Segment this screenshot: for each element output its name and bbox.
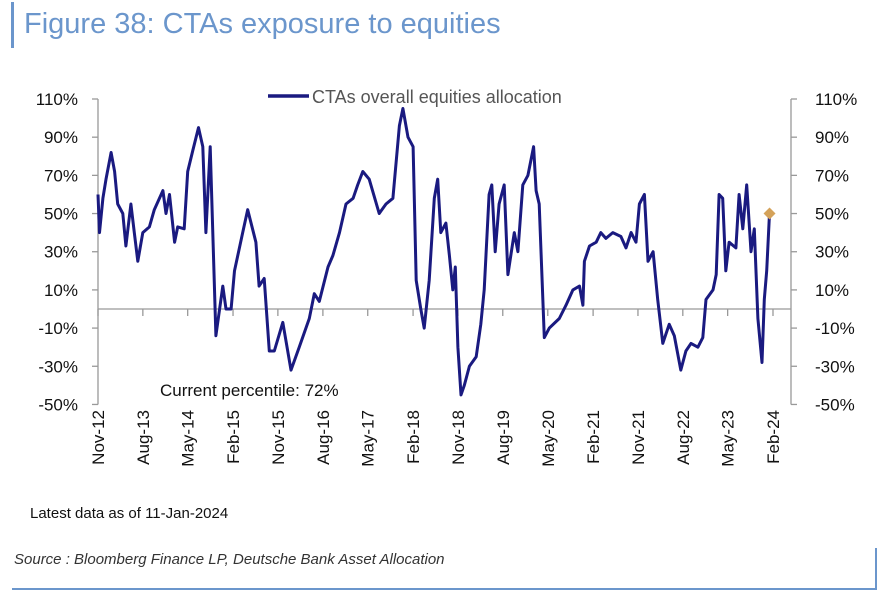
left-y-tick-label: -10%: [38, 319, 78, 338]
left-y-tick-label: 110%: [36, 90, 78, 109]
line-chart: 110% 110% 90% 90% 70% 70% 50% 50% 30% 30% 10% 10% -1…: [36, 87, 857, 467]
x-tick-label: Feb-15: [224, 410, 243, 464]
axes: [92, 98, 797, 406]
right-y-tick-label: 70%: [815, 166, 849, 185]
latest-data-note: Latest data as of 11-Jan-2024: [30, 505, 229, 522]
x-tick-label: Feb-24: [764, 410, 783, 464]
left-y-tick-label: -30%: [38, 357, 78, 376]
right-y-tick-label: 10%: [815, 281, 849, 300]
x-tick-label: May-17: [359, 410, 378, 467]
x-tick-label: Nov-12: [89, 410, 108, 465]
left-y-tick-label: 30%: [44, 243, 78, 262]
x-tick-label: Feb-18: [404, 410, 423, 464]
left-y-tick-label: 70%: [44, 166, 78, 185]
x-tick-label: Aug-22: [674, 410, 693, 465]
left-y-tick-label: 90%: [44, 128, 78, 147]
x-tick-label: Aug-16: [314, 410, 333, 465]
x-axis-labels: Nov-12 Aug-13 May-14 Feb-15 Nov-15 Aug-16 May-…: [89, 410, 783, 467]
x-tick-label: May-14: [179, 410, 198, 467]
left-y-tick-label: 50%: [44, 205, 78, 224]
right-y-tick-label: 50%: [815, 205, 849, 224]
legend-label: CTAs overall equities allocation: [312, 87, 562, 107]
series-line-ctas-equities-allocation: [96, 107, 771, 397]
right-y-tick-label: 30%: [815, 243, 849, 262]
x-tick-label: Feb-21: [584, 410, 603, 464]
x-tick-label: Nov-21: [629, 410, 648, 465]
legend: CTAs overall equities allocation: [268, 87, 562, 107]
latest-value-marker: [763, 207, 776, 220]
left-y-tick-label: 10%: [44, 281, 78, 300]
x-tick-label: Nov-18: [449, 410, 468, 465]
right-y-tick-label: -30%: [815, 357, 855, 376]
x-tick-label: Aug-19: [494, 410, 513, 465]
right-y-tick-label: -50%: [815, 395, 855, 414]
x-tick-label: May-20: [539, 410, 558, 467]
source-note: Source : Bloomberg Finance LP, Deutsche …: [14, 551, 445, 568]
footer-border: [12, 588, 877, 590]
percentile-annotation: Current percentile: 72%: [160, 381, 339, 400]
right-y-tick-label: -10%: [815, 319, 855, 338]
right-y-tick-label: 110%: [815, 90, 857, 109]
footer-border-right: [875, 548, 877, 590]
plot-area: [96, 107, 776, 397]
left-y-tick-label: -50%: [38, 395, 78, 414]
figure-title: Figure 38: CTAs exposure to equities: [24, 8, 501, 40]
y-axis-labels: 110% 110% 90% 90% 70% 70% 50% 50% 30% 30% 10% 10% -1…: [36, 90, 857, 414]
right-y-tick-label: 90%: [815, 128, 849, 147]
x-tick-label: May-23: [719, 410, 738, 467]
x-tick-label: Nov-15: [269, 410, 288, 465]
title-accent-bar: [11, 2, 14, 48]
x-tick-label: Aug-13: [134, 410, 153, 465]
